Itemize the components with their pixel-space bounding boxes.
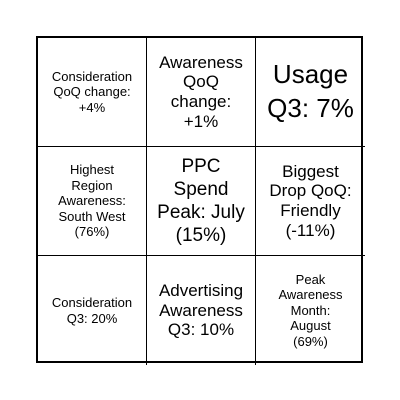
bingo-cell-awareness-qoq-change[interactable]: Awareness QoQ change: +1% <box>147 38 256 147</box>
bingo-cell-advertising-awareness-q3[interactable]: Advertising Awareness Q3: 10% <box>147 256 256 365</box>
bingo-cell-peak-awareness-month[interactable]: Peak Awareness Month: August (69%) <box>278 271 343 349</box>
bingo-cell-biggest-drop-qoq[interactable]: Biggest Drop QoQ: Friendly (-11%) <box>256 147 365 256</box>
bingo-cell-highest-region-awareness[interactable]: Highest Region Awareness: South West (76… <box>38 147 147 256</box>
bingo-cell-consideration-qoq-change[interactable]: Consideration QoQ change: +4% <box>38 38 147 147</box>
bingo-cell-usage-q3[interactable]: Usage Q3: 7% <box>256 38 365 147</box>
bingo-cell-ppc-spend-peak[interactable]: PPC Spend Peak: July (15%) <box>147 147 256 256</box>
bingo-cell-consideration-q3[interactable]: Consideration Q3: 20% <box>38 256 147 365</box>
bingo-board: Consideration QoQ change: +4% Awareness … <box>36 36 365 365</box>
